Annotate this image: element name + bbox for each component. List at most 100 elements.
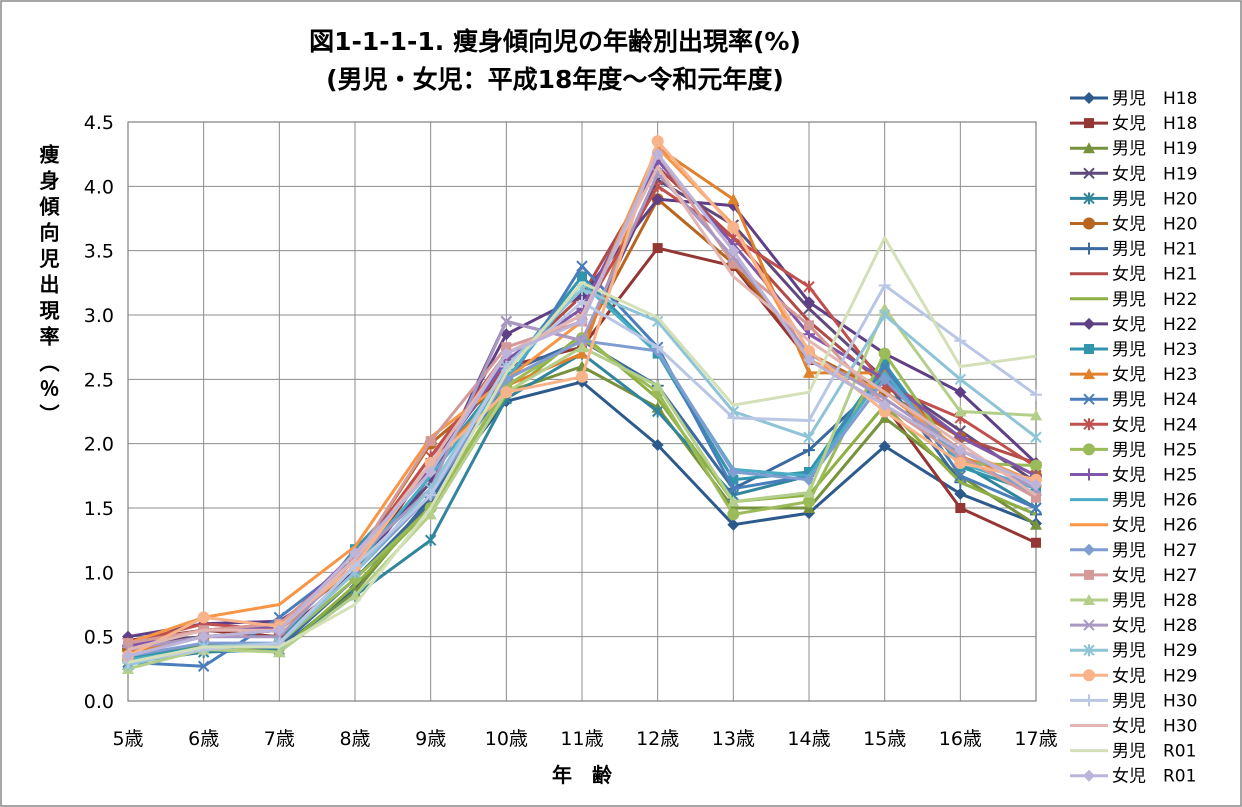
legend-marker <box>1083 443 1095 456</box>
legend-item: 男児 H24 <box>1070 390 1197 410</box>
legend-label: 女児 H21 <box>1112 265 1197 285</box>
data-point <box>651 405 664 418</box>
legend-marker <box>1083 192 1095 205</box>
data-point <box>879 358 890 369</box>
legend-item: 女児 H20 <box>1070 215 1197 235</box>
data-point <box>803 354 815 367</box>
data-point <box>500 386 513 399</box>
legend-label: 女児 H30 <box>1112 717 1197 737</box>
data-point <box>651 148 664 161</box>
legend-item: 男児 H26 <box>1070 491 1197 511</box>
legend-label: 女児 H25 <box>1112 466 1197 486</box>
legend-marker <box>1083 368 1095 380</box>
legend-item: 男児 H23 <box>1070 340 1197 360</box>
legend-item: 女児 H21 <box>1070 265 1197 285</box>
y-tick-label: 1.0 <box>84 562 114 584</box>
x-tick-label: 16歳 <box>939 728 982 750</box>
data-point <box>576 315 588 328</box>
legend-marker <box>1083 468 1095 481</box>
legend-label: 男児 H27 <box>1112 541 1197 561</box>
data-point <box>803 328 815 341</box>
data-point <box>954 431 967 444</box>
x-tick-label: 15歳 <box>863 728 906 750</box>
legend-item: 女児 H18 <box>1070 114 1197 134</box>
data-point <box>1030 478 1042 491</box>
data-point <box>1030 459 1042 472</box>
data-point <box>349 589 361 601</box>
data-point <box>424 508 437 520</box>
legend-label: 男児 H18 <box>1112 89 1197 109</box>
legend-marker <box>1083 142 1095 154</box>
legend-marker <box>1083 217 1095 230</box>
legend-item: 女児 H22 <box>1070 315 1197 335</box>
data-point <box>501 342 512 353</box>
legend-marker <box>1083 669 1095 682</box>
data-point <box>122 649 134 662</box>
data-point <box>123 638 133 649</box>
legend-item: 男児 H19 <box>1070 139 1197 159</box>
legend-item: 男児 H20 <box>1070 189 1197 209</box>
data-point <box>878 399 891 412</box>
legend-item: 女児 H19 <box>1070 164 1197 184</box>
legend-marker <box>1084 118 1094 129</box>
data-point <box>727 193 740 205</box>
legend-item: 女児 H25 <box>1070 466 1197 486</box>
legend-marker <box>1083 167 1095 180</box>
data-point <box>727 411 740 424</box>
data-point <box>576 260 588 272</box>
data-point <box>804 320 814 331</box>
series-group <box>122 135 1042 674</box>
data-point <box>803 495 815 508</box>
legend-label: 女児 H23 <box>1112 365 1197 385</box>
legend-item: 女児 H29 <box>1070 666 1197 686</box>
data-point <box>651 379 664 391</box>
legend-label: 男児 H30 <box>1112 691 1197 711</box>
legend-label: 女児 H27 <box>1112 566 1197 586</box>
data-point <box>1030 502 1042 514</box>
data-point <box>1030 431 1042 444</box>
legend-label: 男児 H22 <box>1112 290 1197 310</box>
data-point <box>803 444 815 457</box>
legend-label: 女児 H20 <box>1112 215 1197 235</box>
data-point <box>1030 518 1042 530</box>
data-point <box>197 630 210 643</box>
legend-label: 女児 H24 <box>1112 415 1197 435</box>
legend-marker <box>1083 317 1095 330</box>
data-point <box>197 660 210 672</box>
legend-label: 男児 H25 <box>1112 440 1197 460</box>
y-axis-ticks: 0.0 0.5 1.0 1.5 2.0 2.5 3.0 3.5 4.0 4.5 <box>84 112 114 713</box>
legend-marker <box>1083 242 1095 255</box>
x-tick-label: 14歳 <box>787 728 830 750</box>
data-point <box>803 431 815 444</box>
legend-marker <box>1083 92 1095 104</box>
legend-marker <box>1084 344 1094 354</box>
data-point <box>803 280 815 293</box>
data-point <box>954 405 967 417</box>
legend-label: 男児 H28 <box>1112 591 1197 611</box>
legend-item: 男児 H21 <box>1070 240 1197 260</box>
chart-subtitle: (男児・女児：平成18年度～令和元年度) <box>326 65 784 94</box>
legend-item: 女児 H23 <box>1070 365 1197 385</box>
data-point <box>651 341 664 354</box>
legend-label: 男児 H24 <box>1112 390 1197 410</box>
y-tick-label: 3.5 <box>84 241 114 263</box>
data-point <box>878 440 891 453</box>
data-point <box>273 646 286 658</box>
data-point <box>803 486 815 498</box>
legend-item: 男児 H22 <box>1070 290 1197 310</box>
data-point <box>652 243 663 254</box>
data-point <box>728 258 739 269</box>
data-point <box>425 436 436 447</box>
y-tick-label: 1.5 <box>84 498 114 520</box>
legend-marker <box>1083 619 1095 631</box>
legend-label: 女児 R01 <box>1112 767 1196 787</box>
x-tick-label: 17歳 <box>1014 728 1057 750</box>
legend-label: 女児 H19 <box>1112 164 1197 184</box>
data-point <box>727 508 740 521</box>
data-point <box>954 470 967 482</box>
data-point <box>727 244 740 257</box>
data-point <box>954 444 967 457</box>
data-point <box>878 347 891 360</box>
legend-marker <box>1083 418 1095 431</box>
